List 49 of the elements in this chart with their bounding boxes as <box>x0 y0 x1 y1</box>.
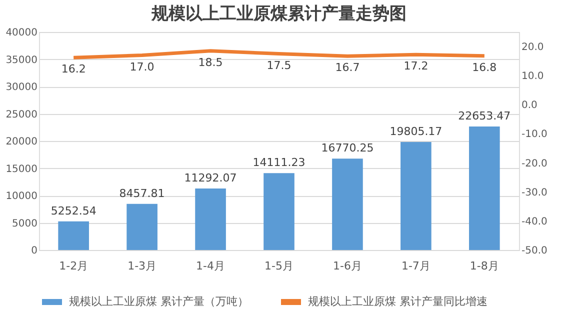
data-label: 16.2 <box>61 62 86 76</box>
x-tick-label: 1-5月 <box>264 260 294 272</box>
x-tick-label: 1-2月 <box>59 260 88 272</box>
y-tick-label: 35000 <box>6 54 38 66</box>
data-label: 16770.25 <box>321 142 374 155</box>
data-label: 17.5 <box>266 58 292 72</box>
data-label: 22653.47 <box>458 110 511 123</box>
y2-tick-label: -10.0 <box>522 129 548 140</box>
legend-label: 规模以上工业原煤 累计产量（万吨） <box>69 295 248 308</box>
bar <box>58 221 89 250</box>
bar <box>126 204 158 250</box>
data-label: 8457.81 <box>119 186 165 200</box>
data-label: 16.8 <box>472 60 497 74</box>
legend-label: 规模以上工业原煤 累计产量同比增速 <box>308 295 488 308</box>
y2-tick-label: -20.0 <box>522 158 548 170</box>
x-tick-label: 1-8月 <box>470 260 499 272</box>
x-tick-label: 1-3月 <box>128 260 157 272</box>
bar <box>264 173 294 250</box>
data-label: 19805.17 <box>390 125 442 138</box>
y-tick-label: 30000 <box>6 82 38 93</box>
data-label: 11292.07 <box>184 171 237 184</box>
data-label: 17.0 <box>130 60 154 74</box>
y2-tick-label: -30.0 <box>522 187 548 198</box>
y-tick-label: 25000 <box>6 109 38 120</box>
y2-tick-label: 20.0 <box>522 42 544 54</box>
x-tick-label: 1-4月 <box>196 260 226 272</box>
y-tick-label: 15000 <box>6 164 38 175</box>
data-label: 5252.54 <box>50 204 96 218</box>
y-tick-label: 10000 <box>6 191 38 202</box>
bar <box>469 126 500 250</box>
data-label: 18.5 <box>198 56 223 69</box>
y2-tick-label: -50.0 <box>522 246 548 256</box>
y-tick-label: 40000 <box>6 28 38 38</box>
x-tick-label: 1-6月 <box>332 260 362 272</box>
y-tick-label: 0 <box>31 246 38 256</box>
bar <box>332 158 363 250</box>
line-series <box>72 49 486 60</box>
x-tick-label: 1-7月 <box>401 260 430 272</box>
y2-tick-label: 10.0 <box>522 71 544 82</box>
bar <box>400 142 432 250</box>
data-label: 17.2 <box>404 60 428 73</box>
y2-tick-label: 0.0 <box>522 100 538 112</box>
data-label: 16.7 <box>335 61 360 74</box>
y2-tick-label: -40.0 <box>522 216 548 228</box>
chart-title: 规模以上工业原煤累计产量走势图 <box>150 4 406 24</box>
data-label: 14111.23 <box>252 156 306 170</box>
bar <box>195 188 226 250</box>
y-tick-label: 20000 <box>6 136 38 148</box>
y-tick-label: 5000 <box>12 218 38 230</box>
